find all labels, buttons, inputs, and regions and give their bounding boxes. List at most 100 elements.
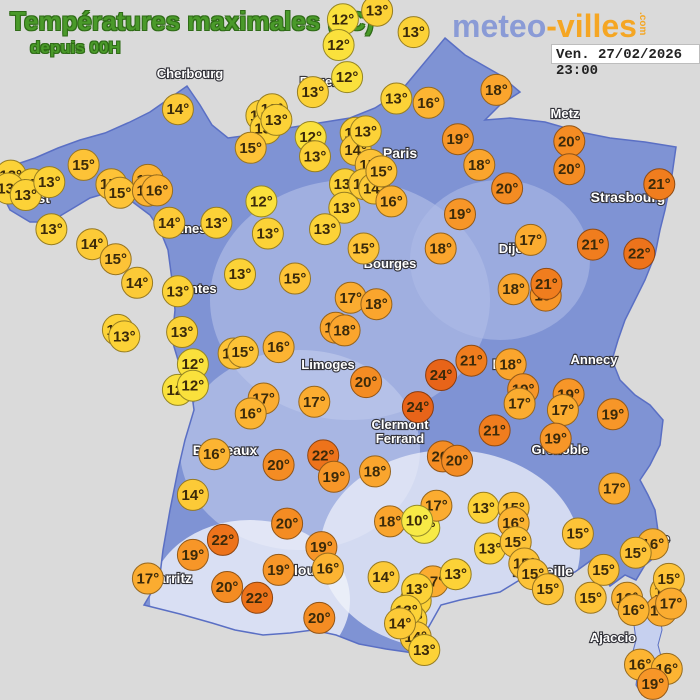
svg-text:13°: 13° (402, 24, 425, 41)
svg-text:22°: 22° (246, 590, 269, 607)
svg-text:17°: 17° (137, 571, 160, 588)
svg-text:15°: 15° (109, 185, 132, 202)
svg-text:13°: 13° (171, 324, 194, 341)
svg-text:18°: 18° (364, 463, 387, 480)
svg-text:17°: 17° (660, 596, 683, 613)
svg-text:20°: 20° (355, 374, 378, 391)
svg-text:21°: 21° (483, 422, 506, 439)
svg-text:15°: 15° (239, 140, 262, 157)
svg-text:18°: 18° (333, 322, 356, 339)
svg-text:10°: 10° (406, 513, 429, 530)
svg-text:20°: 20° (308, 610, 331, 627)
svg-text:18°: 18° (379, 513, 402, 530)
svg-text:21°: 21° (648, 176, 671, 193)
svg-text:16°: 16° (146, 182, 169, 199)
svg-text:21°: 21° (460, 353, 483, 370)
svg-text:20°: 20° (276, 516, 299, 533)
svg-text:22°: 22° (212, 532, 235, 549)
svg-text:12°: 12° (327, 37, 350, 54)
svg-text:17°: 17° (519, 232, 542, 249)
svg-text:20°: 20° (558, 161, 581, 178)
svg-text:12°: 12° (332, 11, 355, 28)
svg-text:14°: 14° (167, 101, 190, 118)
svg-text:Ferrand: Ferrand (376, 431, 424, 446)
svg-text:15°: 15° (370, 163, 393, 180)
svg-text:15°: 15° (537, 581, 560, 598)
svg-text:Ajaccio: Ajaccio (590, 630, 636, 645)
svg-text:13°: 13° (205, 215, 228, 232)
svg-text:20°: 20° (496, 180, 519, 197)
svg-text:20°: 20° (216, 579, 239, 596)
svg-text:13°: 13° (479, 541, 502, 558)
svg-text:17°: 17° (552, 402, 575, 419)
svg-text:12°: 12° (250, 193, 273, 210)
svg-text:13°: 13° (314, 221, 337, 238)
svg-text:14°: 14° (81, 236, 104, 253)
svg-text:Cherbourg: Cherbourg (157, 66, 224, 81)
svg-text:20°: 20° (446, 453, 469, 470)
svg-text:15°: 15° (658, 571, 681, 588)
svg-text:13°: 13° (38, 174, 61, 191)
svg-text:17°: 17° (508, 396, 531, 413)
svg-text:18°: 18° (499, 356, 522, 373)
svg-text:17°: 17° (303, 394, 326, 411)
svg-text:19°: 19° (449, 206, 472, 223)
svg-text:17°: 17° (339, 290, 362, 307)
svg-text:14°: 14° (372, 569, 395, 586)
svg-text:24°: 24° (430, 367, 453, 384)
svg-text:16°: 16° (622, 602, 645, 619)
svg-text:24°: 24° (407, 399, 430, 416)
svg-text:16°: 16° (380, 193, 403, 210)
svg-text:12°: 12° (336, 69, 359, 86)
svg-text:13°: 13° (304, 148, 327, 165)
svg-text:18°: 18° (485, 82, 508, 99)
svg-text:13°: 13° (302, 84, 325, 101)
svg-text:14°: 14° (389, 615, 412, 632)
svg-text:15°: 15° (72, 157, 95, 174)
svg-text:18°: 18° (365, 296, 388, 313)
svg-text:13°: 13° (14, 187, 37, 204)
svg-text:19°: 19° (447, 131, 470, 148)
svg-text:13°: 13° (333, 200, 356, 217)
svg-text:Annecy: Annecy (571, 352, 619, 367)
svg-text:13°: 13° (472, 500, 495, 517)
svg-text:13°: 13° (385, 91, 408, 108)
svg-text:17°: 17° (603, 481, 626, 498)
svg-text:18°: 18° (468, 157, 491, 174)
svg-text:14°: 14° (158, 215, 181, 232)
svg-text:13°: 13° (413, 642, 436, 659)
svg-text:13°: 13° (40, 221, 63, 238)
svg-text:21°: 21° (582, 237, 605, 254)
svg-text:15°: 15° (567, 526, 590, 543)
svg-text:19°: 19° (182, 547, 205, 564)
svg-text:13°: 13° (257, 226, 280, 243)
svg-text:13°: 13° (366, 3, 389, 20)
svg-text:15°: 15° (592, 562, 615, 579)
svg-text:20°: 20° (558, 133, 581, 150)
svg-text:14°: 14° (126, 275, 149, 292)
svg-text:15°: 15° (284, 271, 307, 288)
svg-text:18°: 18° (429, 241, 452, 258)
svg-text:Metz: Metz (551, 106, 580, 121)
svg-text:12°: 12° (182, 378, 205, 395)
svg-text:16°: 16° (317, 561, 340, 578)
svg-text:22°: 22° (628, 246, 651, 263)
svg-text:Limoges: Limoges (301, 357, 354, 372)
svg-text:19°: 19° (544, 431, 567, 448)
svg-text:15°: 15° (579, 590, 602, 607)
svg-text:16°: 16° (417, 95, 440, 112)
svg-text:19°: 19° (642, 676, 665, 693)
svg-text:15°: 15° (104, 251, 127, 268)
svg-text:15°: 15° (352, 241, 375, 258)
svg-text:13°: 13° (444, 566, 467, 583)
svg-text:18°: 18° (502, 281, 525, 298)
svg-text:16°: 16° (203, 446, 226, 463)
svg-text:16°: 16° (267, 339, 290, 356)
svg-text:13°: 13° (354, 123, 377, 140)
svg-text:14°: 14° (182, 487, 205, 504)
svg-text:16°: 16° (239, 406, 262, 423)
svg-text:21°: 21° (535, 276, 558, 293)
svg-text:13°: 13° (265, 112, 288, 129)
svg-text:19°: 19° (267, 562, 290, 579)
svg-text:13°: 13° (113, 328, 136, 345)
